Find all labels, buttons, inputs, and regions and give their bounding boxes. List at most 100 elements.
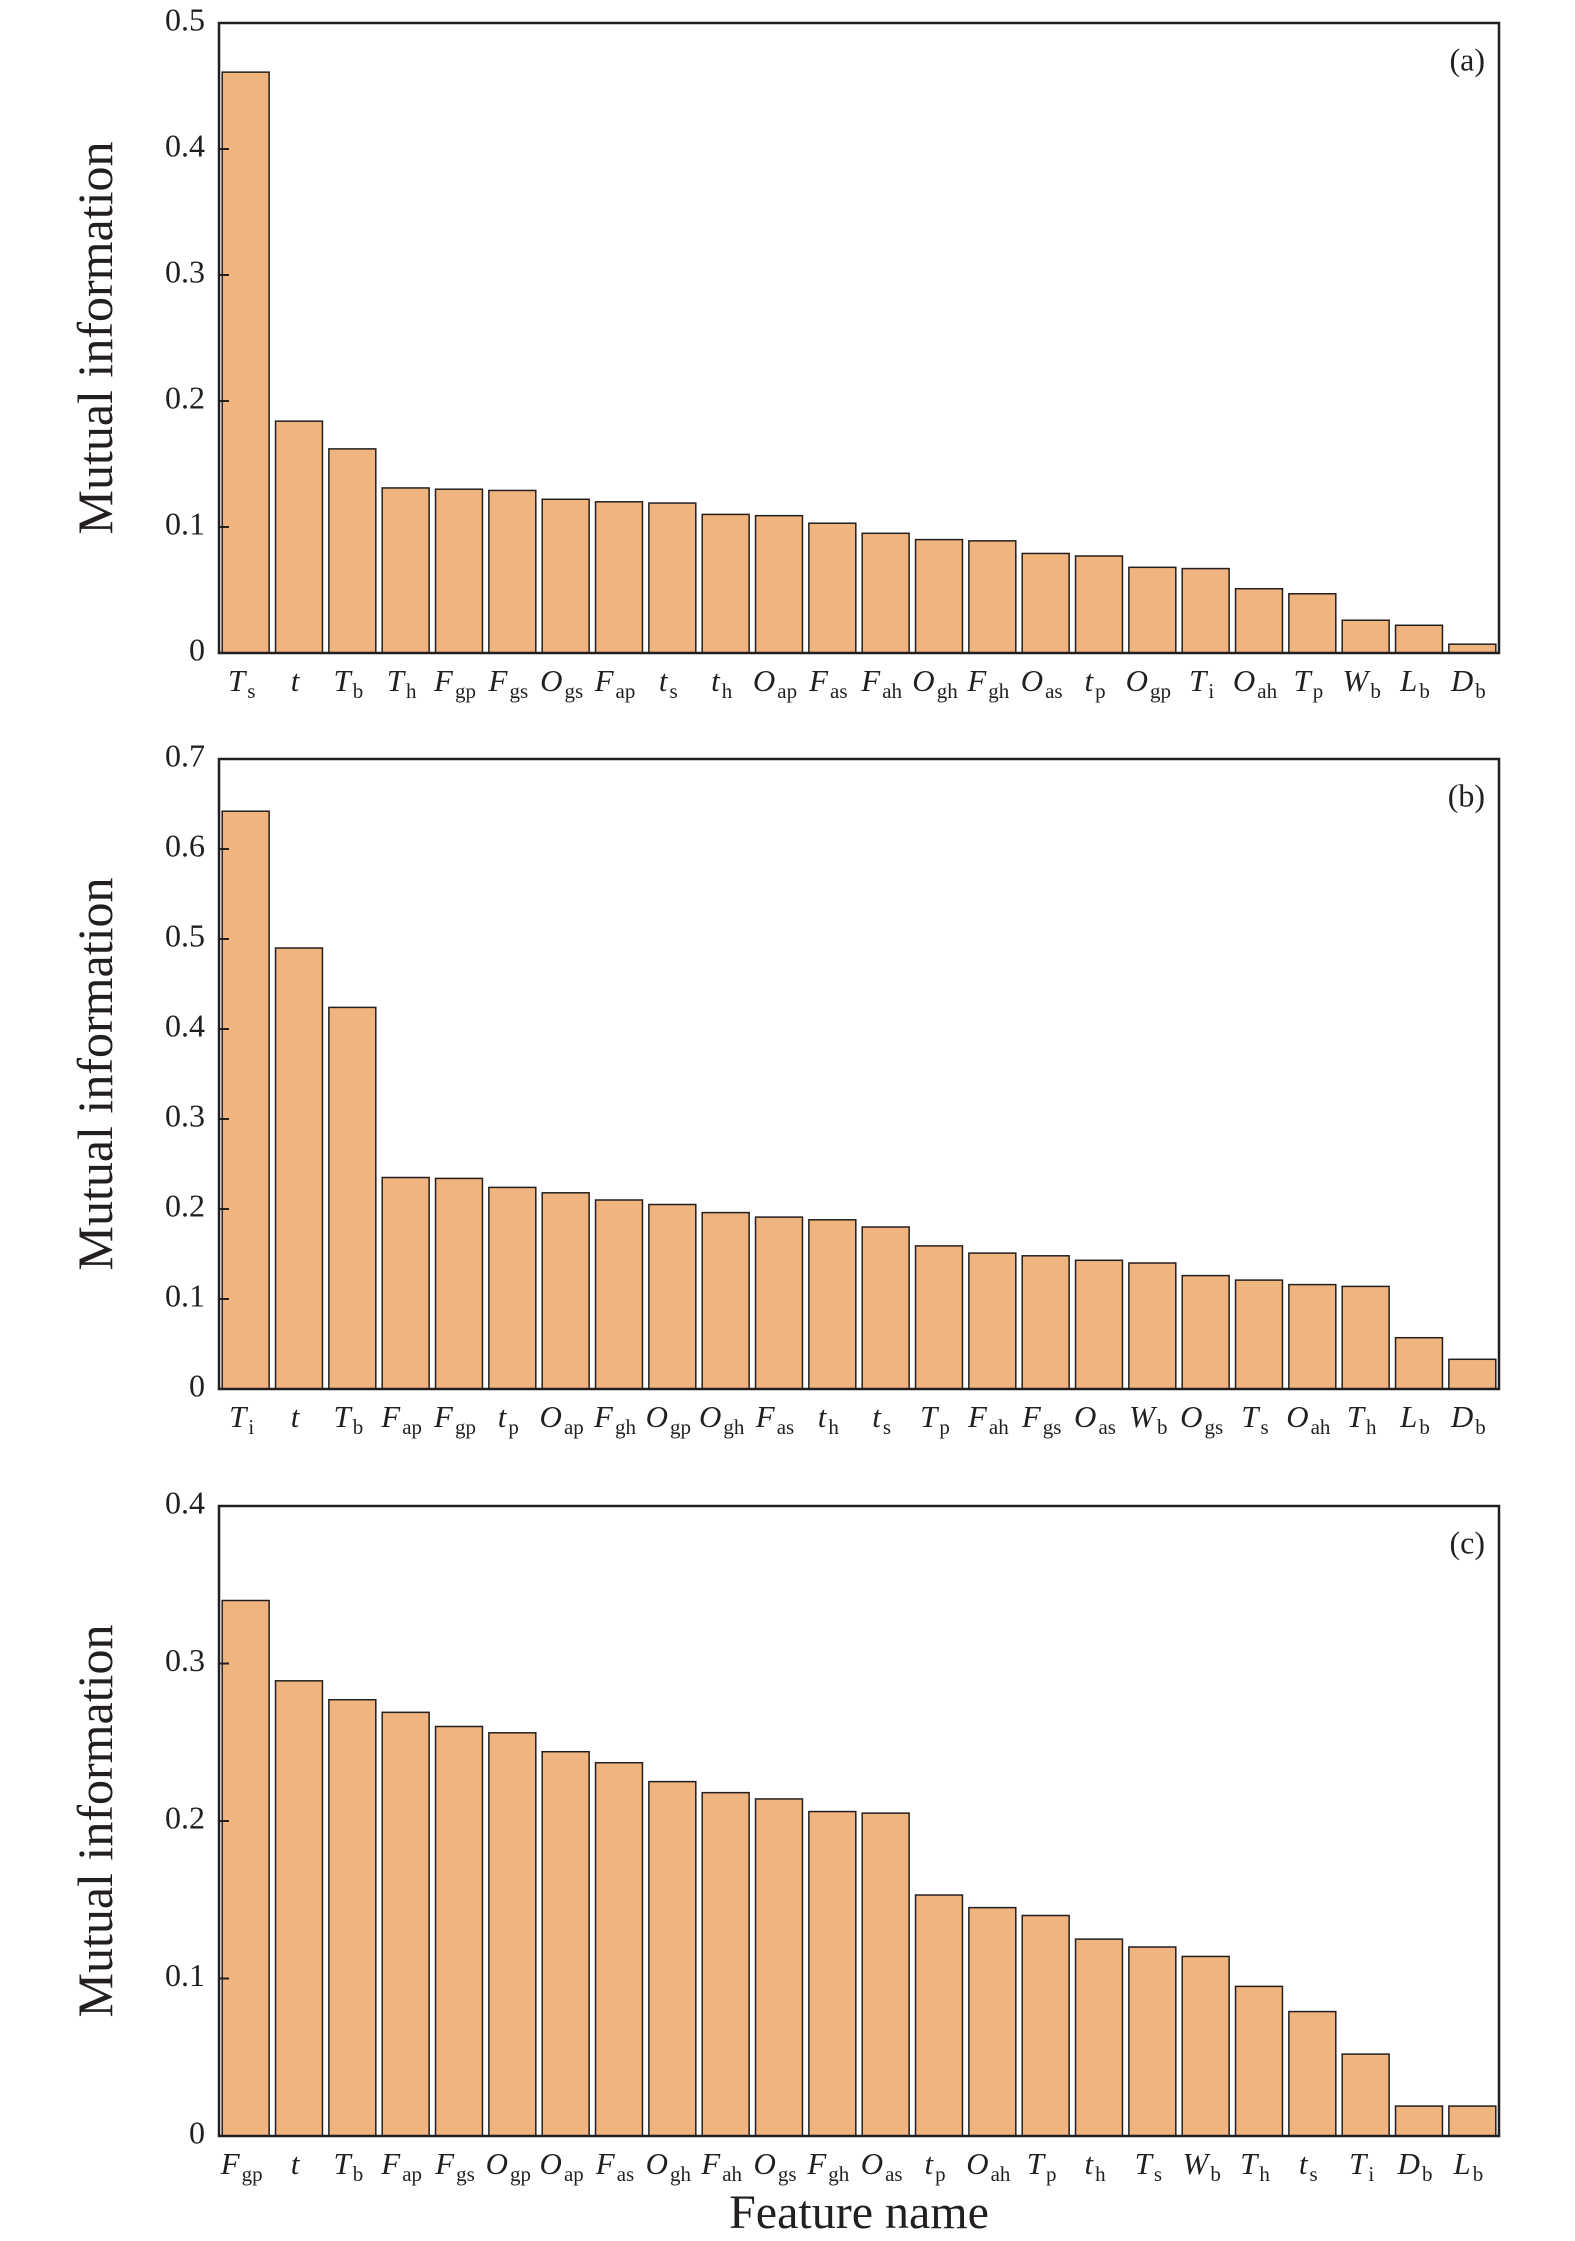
x-tick-label: Ts	[1135, 2146, 1162, 2186]
bar	[1448, 643, 1497, 654]
bar	[968, 1906, 1017, 2137]
x-tick-label: Oas	[861, 2146, 903, 2186]
x-tick-label: Oah	[1233, 663, 1278, 703]
x-tick-label: Th	[1240, 2146, 1270, 2186]
bar	[701, 513, 750, 654]
plot-frame	[217, 21, 1501, 655]
y-tick-label: 0.2	[165, 1799, 205, 1835]
x-tick-label: Fgs	[1021, 1399, 1062, 1439]
bar	[328, 448, 377, 654]
bar	[914, 538, 964, 654]
x-tick-label: Oas	[1021, 663, 1063, 703]
bar	[221, 1599, 270, 2137]
x-tick-label: Th	[1347, 1399, 1377, 1439]
bar	[861, 532, 910, 654]
x-tick-label: Ogs	[540, 663, 583, 703]
x-tick-label: Fas	[595, 2146, 634, 2186]
x-tick-label: Fgs	[434, 2146, 475, 2186]
bar	[914, 1894, 964, 2137]
x-tick-label: th	[818, 1399, 840, 1439]
bar	[328, 1006, 377, 1390]
bar	[1288, 2010, 1337, 2137]
x-tick-label: Fgh	[806, 2146, 849, 2186]
y-tick-label: 0	[189, 2114, 205, 2150]
y-tick-label: 0.5	[165, 1, 205, 37]
bar	[434, 1177, 484, 1390]
panel-label: (c)	[1449, 1524, 1485, 1560]
x-tick-label: Oap	[540, 1399, 584, 1439]
y-axis-label: Mutual information	[67, 142, 123, 535]
x-tick-label: Wb	[1343, 663, 1381, 703]
x-tick-label: Tb	[333, 2146, 363, 2186]
x-tick-label: Ti	[1349, 2146, 1374, 2186]
x-tick-label: Ogh	[646, 2146, 692, 2186]
bar	[221, 71, 270, 654]
bar	[1128, 1946, 1177, 2137]
x-tick-label: Ogs	[1180, 1399, 1223, 1439]
x-tick-label: Fap	[594, 663, 636, 703]
y-tick-label: 0.4	[165, 1484, 205, 1520]
x-tick-label: Ts	[228, 663, 255, 703]
x-tick-label: t	[291, 1399, 301, 1434]
x-tick-label: Lb	[1399, 1399, 1430, 1439]
x-tick-label: ts	[659, 663, 678, 703]
bar	[1341, 1285, 1390, 1390]
x-tick-label: Fas	[755, 1399, 794, 1439]
x-tick-label: Wb	[1183, 2146, 1221, 2186]
bar	[594, 1761, 644, 2137]
x-tick-label: Ogh	[912, 663, 958, 703]
x-tick-label: Th	[387, 663, 417, 703]
y-tick-label: 0.6	[165, 827, 205, 863]
bar	[274, 947, 324, 1390]
bar	[1128, 566, 1177, 654]
bar	[701, 1211, 750, 1390]
bar	[488, 1732, 537, 2137]
x-tick-label: Fas	[808, 663, 847, 703]
bar	[381, 1176, 430, 1390]
bar	[1394, 1336, 1444, 1390]
x-tick-label: t	[291, 663, 301, 698]
bar	[221, 810, 270, 1390]
bar	[648, 502, 697, 654]
bar	[274, 1680, 324, 2137]
x-tick-label: ts	[1299, 2146, 1318, 2186]
y-tick-label: 0.2	[165, 1187, 205, 1223]
bar	[1074, 555, 1124, 654]
bar	[968, 540, 1017, 654]
bar	[1234, 587, 1284, 654]
bar	[808, 522, 857, 654]
bar	[541, 1192, 590, 1390]
x-tick-label: Tp	[1027, 2146, 1057, 2186]
y-tick-label: 0.1	[165, 1957, 205, 1993]
bar	[1234, 1985, 1284, 2137]
bar	[1341, 619, 1390, 654]
bar	[1181, 1274, 1230, 1390]
x-tick-label: tp	[1084, 663, 1105, 703]
x-tick-label: Ti	[229, 1399, 254, 1439]
bar	[1181, 1955, 1230, 2137]
x-tick-label: th	[711, 663, 733, 703]
bar	[541, 498, 590, 654]
y-tick-label: 0.5	[165, 917, 205, 953]
x-tick-label: Fgh	[966, 663, 1009, 703]
bar	[594, 1199, 644, 1390]
bar	[1021, 1914, 1070, 2137]
bar	[1021, 1255, 1070, 1390]
x-tick-label: Ogp	[646, 1399, 691, 1439]
bar	[1448, 2105, 1497, 2137]
x-tick-label: Tp	[920, 1399, 950, 1439]
bar	[1128, 1262, 1177, 1390]
panel-label: (b)	[1448, 777, 1485, 813]
x-tick-label: th	[1084, 2146, 1106, 2186]
x-tick-label: Ogs	[753, 2146, 796, 2186]
bar	[808, 1810, 857, 2137]
x-tick-label: Tb	[333, 1399, 363, 1439]
bar	[754, 514, 804, 654]
x-tick-label: Tb	[333, 663, 363, 703]
x-tick-label: Fah	[967, 1399, 1009, 1439]
x-tick-label: Fah	[700, 2146, 742, 2186]
bar	[1394, 624, 1444, 654]
bar	[968, 1252, 1017, 1390]
y-axis-label: Mutual information	[67, 1625, 123, 2018]
x-tick-label: Oah	[966, 2146, 1011, 2186]
